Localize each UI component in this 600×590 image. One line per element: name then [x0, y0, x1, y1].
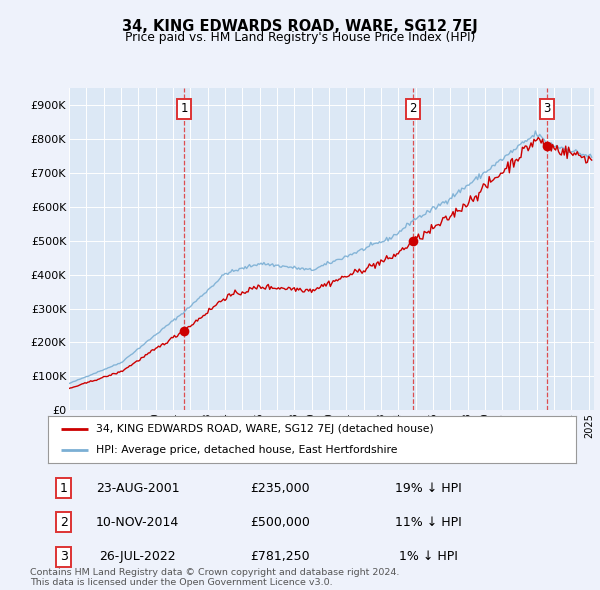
Text: 34, KING EDWARDS ROAD, WARE, SG12 7EJ (detached house): 34, KING EDWARDS ROAD, WARE, SG12 7EJ (d… [95, 424, 433, 434]
Text: £500,000: £500,000 [250, 516, 310, 529]
Text: 3: 3 [60, 550, 68, 563]
Text: Price paid vs. HM Land Registry's House Price Index (HPI): Price paid vs. HM Land Registry's House … [125, 31, 475, 44]
Text: 2: 2 [409, 102, 417, 115]
Text: 1: 1 [181, 102, 188, 115]
Text: 26-JUL-2022: 26-JUL-2022 [100, 550, 176, 563]
Text: 11% ↓ HPI: 11% ↓ HPI [395, 516, 461, 529]
Text: 34, KING EDWARDS ROAD, WARE, SG12 7EJ: 34, KING EDWARDS ROAD, WARE, SG12 7EJ [122, 19, 478, 34]
Text: 10-NOV-2014: 10-NOV-2014 [96, 516, 179, 529]
Text: 2: 2 [60, 516, 68, 529]
Text: HPI: Average price, detached house, East Hertfordshire: HPI: Average price, detached house, East… [95, 445, 397, 455]
Text: 1: 1 [60, 481, 68, 494]
Text: 1% ↓ HPI: 1% ↓ HPI [399, 550, 458, 563]
Text: Contains HM Land Registry data © Crown copyright and database right 2024.
This d: Contains HM Land Registry data © Crown c… [30, 568, 400, 587]
Text: 19% ↓ HPI: 19% ↓ HPI [395, 481, 461, 494]
Text: £235,000: £235,000 [251, 481, 310, 494]
Text: £781,250: £781,250 [251, 550, 310, 563]
Text: 3: 3 [543, 102, 550, 115]
Text: 23-AUG-2001: 23-AUG-2001 [96, 481, 179, 494]
